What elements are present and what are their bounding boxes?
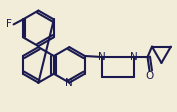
Text: N: N xyxy=(65,78,73,88)
Text: N: N xyxy=(130,52,138,62)
Text: F: F xyxy=(6,19,12,29)
Text: N: N xyxy=(98,52,106,62)
Text: O: O xyxy=(145,71,154,81)
